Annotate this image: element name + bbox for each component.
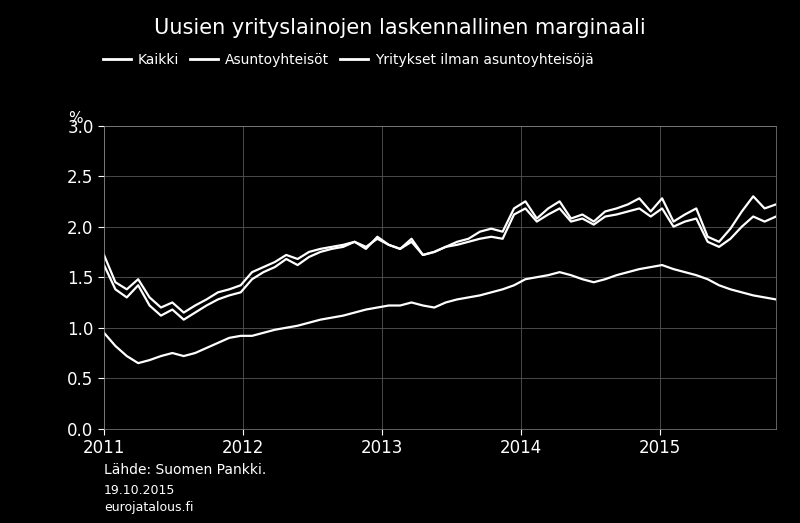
Asuntoyhteisöt — [658, 262, 667, 268]
Kaikki — [179, 310, 189, 316]
Yritykset ilman asuntoyhteisöjä — [179, 316, 189, 323]
Kaikki — [771, 213, 781, 220]
Yritykset ilman asuntoyhteisöjä — [282, 256, 291, 262]
Kaikki — [225, 286, 234, 292]
Line: Yritykset ilman asuntoyhteisöjä: Yritykset ilman asuntoyhteisöjä — [104, 196, 776, 320]
Asuntoyhteisöt — [771, 297, 781, 303]
Yritykset ilman asuntoyhteisöjä — [225, 292, 234, 299]
Text: 19.10.2015: 19.10.2015 — [104, 484, 175, 497]
Asuntoyhteisöt — [304, 320, 314, 326]
Yritykset ilman asuntoyhteisöjä — [99, 262, 109, 268]
Yritykset ilman asuntoyhteisöjä — [532, 215, 542, 222]
Kaikki — [282, 252, 291, 258]
Text: eurojatalous.fi: eurojatalous.fi — [104, 501, 194, 514]
Kaikki — [304, 249, 314, 255]
Kaikki — [338, 242, 348, 248]
Yritykset ilman asuntoyhteisöjä — [771, 201, 781, 208]
Yritykset ilman asuntoyhteisöjä — [327, 246, 337, 252]
Yritykset ilman asuntoyhteisöjä — [338, 244, 348, 250]
Yritykset ilman asuntoyhteisöjä — [304, 254, 314, 260]
Asuntoyhteisöt — [99, 329, 109, 336]
Line: Kaikki: Kaikki — [104, 209, 776, 313]
Asuntoyhteisöt — [327, 314, 337, 321]
Line: Asuntoyhteisöt: Asuntoyhteisöt — [104, 265, 776, 363]
Asuntoyhteisöt — [134, 360, 143, 366]
Text: Lähde: Suomen Pankki.: Lähde: Suomen Pankki. — [104, 463, 266, 477]
Kaikki — [543, 211, 553, 218]
Yritykset ilman asuntoyhteisöjä — [749, 193, 758, 199]
Asuntoyhteisöt — [338, 312, 348, 319]
Legend: Kaikki, Asuntoyhteisöt, Yritykset ilman asuntoyhteisöjä: Kaikki, Asuntoyhteisöt, Yritykset ilman … — [98, 48, 599, 73]
Kaikki — [99, 252, 109, 258]
Asuntoyhteisöt — [282, 325, 291, 331]
Asuntoyhteisöt — [225, 335, 234, 341]
Kaikki — [327, 244, 337, 250]
Asuntoyhteisöt — [532, 274, 542, 280]
Text: Uusien yrityslainojen laskennallinen marginaali: Uusien yrityslainojen laskennallinen mar… — [154, 18, 646, 38]
Kaikki — [521, 206, 530, 212]
Text: %: % — [68, 110, 82, 126]
